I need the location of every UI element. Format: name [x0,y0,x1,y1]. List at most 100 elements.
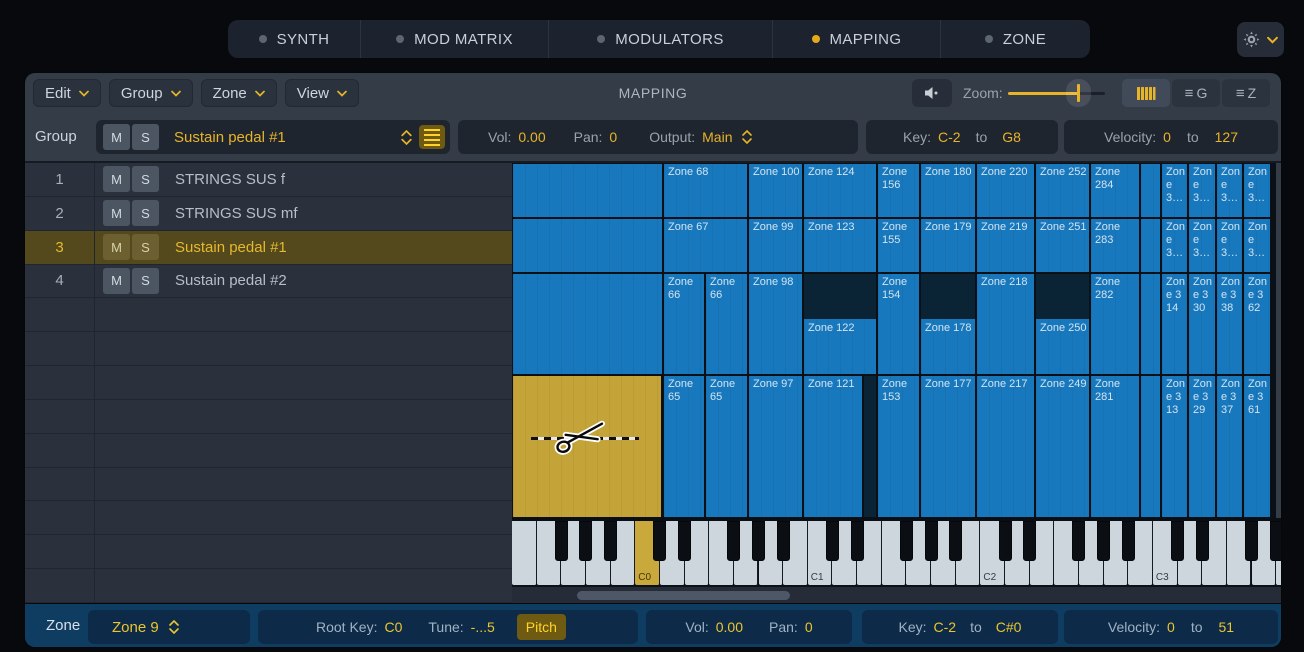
group-key-low-field[interactable]: C-2 [938,129,961,145]
zone-cell[interactable]: Zone 282 [1091,274,1139,374]
zone-cell[interactable]: Zone 330 [1189,274,1215,374]
tab-modulators[interactable]: MODULATORS [548,20,772,58]
tab-zone[interactable]: ZONE [940,20,1090,58]
zone-cell[interactable]: Zone 179 [921,219,975,272]
zone-cell[interactable]: Zone 219 [977,219,1034,272]
zone-key-high-field[interactable]: C#0 [995,619,1022,635]
zoom-slider-thumb[interactable] [1066,79,1091,107]
black-key[interactable] [653,521,667,561]
black-key[interactable] [1171,521,1185,561]
view-mode-keyboard-button[interactable] [1122,79,1170,107]
zoom-slider-track[interactable] [1078,92,1105,95]
solo-button[interactable]: S [132,267,159,294]
up-down-stepper-icon[interactable] [741,130,752,144]
menu-zone[interactable]: Zone [200,79,277,107]
horizontal-scrollbar[interactable] [512,586,1281,603]
group-mute-button[interactable]: M [103,124,130,150]
group-velocity-low-field[interactable]: 0 [1163,129,1171,145]
mute-button[interactable]: M [103,200,130,227]
zone-vol-field[interactable]: 0.00 [715,619,743,635]
zone-cell[interactable]: Zone 284 [1091,164,1139,217]
up-down-stepper-icon[interactable] [168,620,179,634]
zone-cell[interactable]: Zone 3… [1217,219,1242,272]
zone-cell[interactable]: Zone 3… [1217,164,1242,217]
black-key[interactable] [1023,521,1037,561]
black-key[interactable] [604,521,618,561]
zone-key-low-field[interactable]: C-2 [933,619,957,635]
mute-button[interactable]: M [103,166,130,193]
group-vol-field[interactable]: 0.00 [518,129,546,145]
zone-cell[interactable]: Zone 249 [1036,376,1089,517]
solo-button[interactable]: S [132,234,159,261]
mute-button[interactable]: M [103,234,130,261]
zone-cell[interactable] [1141,376,1160,517]
pitch-toggle[interactable]: Pitch [516,614,566,640]
black-key[interactable] [924,521,938,561]
black-key[interactable] [1097,521,1111,561]
black-key[interactable] [998,521,1012,561]
menu-group[interactable]: Group [108,79,193,107]
zone-cell[interactable]: Zone 338 [1217,274,1242,374]
zone-cell[interactable]: Zone 361 [1244,376,1270,517]
group-key-high-field[interactable]: G8 [1002,129,1021,145]
zone-cell[interactable]: Zone 154 [878,274,919,374]
tab-mapping[interactable]: MAPPING [772,20,940,58]
zone-cell[interactable]: Zone 313 [1162,376,1187,517]
black-key[interactable] [554,521,568,561]
zone-cell[interactable]: Zone 121 [804,376,862,517]
zone-cell[interactable]: Zone 180 [921,164,975,217]
zone-cell[interactable] [1141,219,1160,272]
zone-cell[interactable]: Zone 65 [664,376,704,517]
black-key[interactable] [727,521,741,561]
empty-strip[interactable] [864,376,876,517]
black-key[interactable] [949,521,963,561]
black-key[interactable] [1072,521,1086,561]
zone-cell[interactable] [513,164,662,217]
black-key[interactable] [678,521,692,561]
list-row[interactable]: 4 M S Sustain pedal #2 [25,264,512,299]
list-row[interactable] [25,569,512,603]
group-solo-button[interactable]: S [132,124,159,150]
zone-cell[interactable] [1141,164,1160,217]
scrollbar-thumb[interactable] [577,591,790,600]
tab-synth[interactable]: SYNTH [228,20,360,58]
zone-cell[interactable] [513,219,662,272]
tune-field[interactable]: -...5 [470,619,495,635]
list-row[interactable]: 3 M S Sustain pedal #1 [25,230,512,265]
group-name-display[interactable]: Sustain pedal #1 [174,128,286,146]
black-key[interactable] [1195,521,1209,561]
list-row[interactable] [25,298,512,333]
zone-cell[interactable]: Zone 314 [1162,274,1187,374]
zone-cell[interactable]: Zone 3… [1162,219,1187,272]
group-pan-field[interactable]: 0 [609,129,618,145]
zone-cell[interactable]: Zone 3… [1189,164,1215,217]
list-row[interactable]: 2 M S STRINGS SUS mf [25,196,512,231]
audition-button[interactable] [912,79,952,107]
zone-cell[interactable]: Zone 123 [804,219,876,272]
zoom-slider[interactable] [1008,73,1113,113]
zone-cell[interactable]: Zone 65 [706,376,747,517]
view-mode-zone-button[interactable]: Z [1222,79,1270,107]
menu-view[interactable]: View [284,79,360,107]
black-key[interactable] [1245,521,1258,561]
group-select-stepper[interactable] [401,129,412,150]
menu-edit[interactable]: Edit [33,79,101,107]
zone-cell[interactable]: Zone 99 [749,219,802,272]
group-output-select[interactable]: Main [702,129,733,145]
list-row[interactable] [25,433,512,468]
zone-cell[interactable]: Zone 66 [664,274,704,374]
solo-button[interactable]: S [132,200,159,227]
root-key-field[interactable]: C0 [384,619,403,635]
zone-velocity-low-field[interactable]: 0 [1167,619,1175,635]
list-row[interactable] [25,366,512,400]
zone-cell[interactable]: Zone 97 [749,376,802,517]
solo-button[interactable]: S [132,166,159,193]
zone-cell[interactable]: Zone 3… [1189,219,1215,272]
zone-cell[interactable]: Zone 3… [1244,219,1270,272]
zone-cell[interactable]: Zone 156 [878,164,919,217]
tab-mod-matrix[interactable]: MOD MATRIX [360,20,548,58]
list-row[interactable] [25,332,512,367]
group-menu-button[interactable] [419,125,445,149]
zone-cell[interactable]: Zone 251 [1036,219,1089,272]
white-key[interactable] [512,521,537,585]
